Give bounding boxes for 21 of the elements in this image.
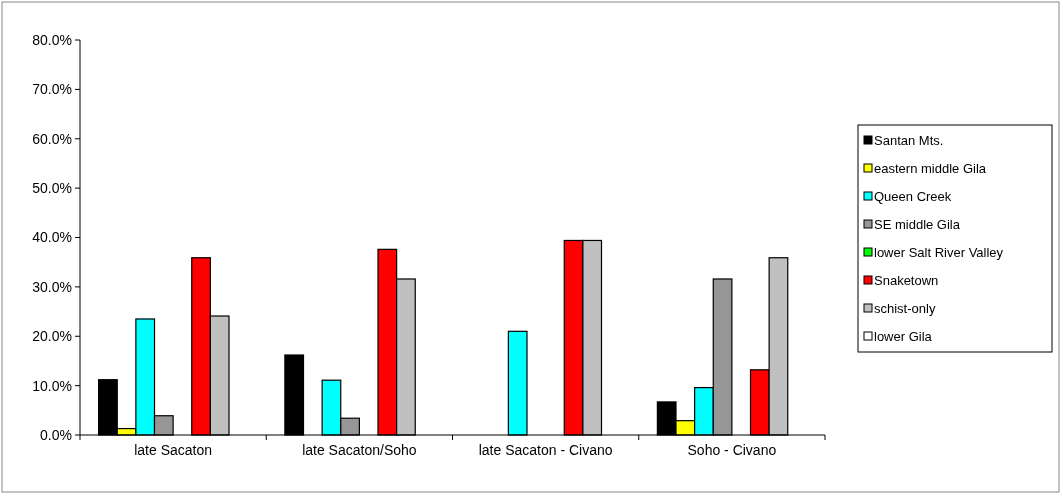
y-tick-label: 80.0% xyxy=(32,31,72,48)
y-tick-label: 0.0% xyxy=(40,426,72,443)
legend-label: eastern middle Gila xyxy=(874,160,987,176)
x-tick-label: late Sacaton/Soho xyxy=(302,442,417,458)
y-tick-label: 30.0% xyxy=(32,278,72,295)
x-tick-label: Soho - Civano xyxy=(687,442,777,458)
x-tick-label: late Sacaton - Civano xyxy=(478,442,613,458)
y-tick-label: 20.0% xyxy=(32,328,72,345)
legend-label: SE middle Gila xyxy=(874,216,961,232)
legend-label: lower Salt River Valley xyxy=(874,244,1004,260)
legend-label: Snaketown xyxy=(874,272,939,288)
x-tick-label: late Sacaton xyxy=(134,442,213,458)
legend-label: schist-only xyxy=(874,300,936,316)
legend-label: lower Gila xyxy=(874,328,933,344)
y-tick-label: 50.0% xyxy=(32,180,72,197)
y-tick-label: 70.0% xyxy=(32,81,72,98)
y-tick-label: 40.0% xyxy=(32,229,72,246)
y-tick-label: 10.0% xyxy=(32,377,72,394)
y-tick-label: 60.0% xyxy=(32,130,72,147)
legend-label: Santan Mts. xyxy=(874,132,944,148)
legend-label: Queen Creek xyxy=(874,188,952,204)
